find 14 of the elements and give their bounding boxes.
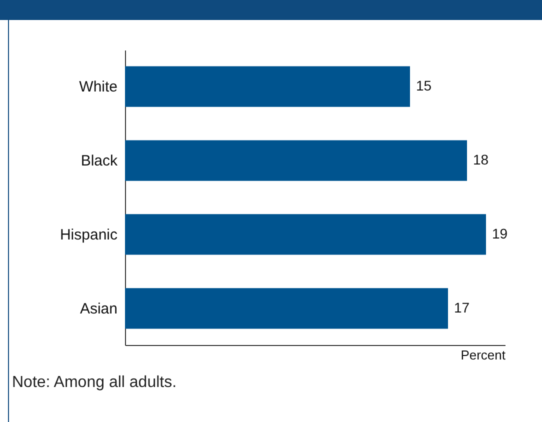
y-tick-label: Black <box>80 152 118 170</box>
text: Note: Among all adults. <box>12 374 177 392</box>
bar <box>125 66 410 107</box>
y-tick-label: Hispanic <box>60 226 118 244</box>
data-label: 19 <box>492 225 508 242</box>
y-tick-label: Asian <box>80 300 118 318</box>
data-label: 18 <box>473 152 489 168</box>
bar <box>125 214 486 255</box>
y-tick-label: White <box>79 78 118 96</box>
x-axis-title: Percent <box>460 348 506 362</box>
data-label: 15 <box>416 78 432 94</box>
data-label: 17 <box>454 299 470 316</box>
bar <box>125 140 467 181</box>
bar <box>125 288 448 329</box>
